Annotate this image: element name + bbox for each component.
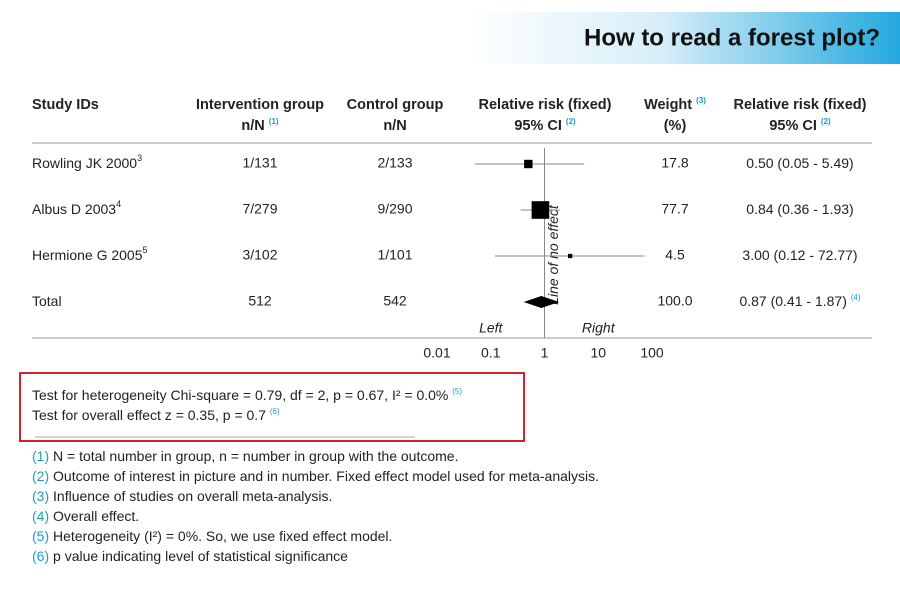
- column-subheader: (%): [664, 118, 687, 134]
- footnote-text: Overall effect.: [53, 508, 139, 524]
- footnote-text: p value indicating level of statistical …: [53, 548, 348, 564]
- relative-risk-ci: 0.50 (0.05 - 5.49): [746, 155, 853, 171]
- header-sub: 95% CI: [514, 118, 562, 134]
- study-id: Total: [32, 293, 62, 309]
- intervention-count: 1/131: [242, 155, 277, 171]
- rr-note: (4): [851, 293, 861, 302]
- control-count: 542: [383, 293, 407, 309]
- header-note: (2): [821, 117, 831, 126]
- intervention-count: 512: [248, 293, 272, 309]
- header-text: Intervention group: [196, 97, 324, 113]
- x-tick-label: 0.1: [481, 345, 501, 361]
- header-text: Weight: [644, 97, 692, 113]
- study-id: Rowling JK 20003: [32, 153, 142, 170]
- relative-risk-text: 0.50 (0.05 - 5.49): [746, 155, 853, 171]
- header-text: Relative risk (fixed): [479, 97, 612, 113]
- header-sub: 95% CI: [769, 118, 817, 134]
- study-name: Hermione G 2005: [32, 247, 143, 263]
- intervention-count: 3/102: [242, 247, 277, 263]
- weight-value: 17.8: [661, 155, 688, 171]
- column-subheader: n/N: [383, 118, 406, 134]
- header-text: Relative risk (fixed): [734, 97, 867, 113]
- footnote: (3) Influence of studies on overall meta…: [32, 488, 332, 504]
- header-text: Control group: [347, 97, 444, 113]
- study-ref: 5: [143, 245, 148, 255]
- control-count: 9/290: [377, 201, 412, 217]
- footnote: (2) Outcome of interest in picture and i…: [32, 468, 599, 484]
- footnote-marker: (1): [32, 448, 49, 464]
- relative-risk-text: 0.84 (0.36 - 1.93): [746, 201, 853, 217]
- right-label: Right: [582, 320, 616, 336]
- footnote-marker: (2): [32, 468, 49, 484]
- study-name: Total: [32, 293, 62, 309]
- footnote: (1) N = total number in group, n = numbe…: [32, 448, 458, 464]
- column-header: Weight (3): [644, 96, 706, 113]
- study-name: Albus D 2003: [32, 201, 116, 217]
- header-sub: n/N: [383, 118, 406, 134]
- test-text: Test for heterogeneity Chi-square = 0.79…: [32, 387, 448, 403]
- study-ref: 4: [116, 199, 121, 209]
- x-tick-label: 10: [590, 345, 606, 361]
- footnote-marker: (5): [32, 528, 49, 544]
- weight-value: 4.5: [665, 247, 685, 263]
- title: How to read a forest plot?: [584, 24, 880, 51]
- title-banner: [470, 12, 900, 64]
- study-name: Rowling JK 2000: [32, 155, 137, 171]
- header-sub: (%): [664, 118, 687, 134]
- test-note: (6): [270, 407, 280, 416]
- relative-risk-ci: 3.00 (0.12 - 72.77): [742, 247, 857, 263]
- header-note: (1): [269, 117, 279, 126]
- intervention-count: 7/279: [242, 201, 277, 217]
- control-count: 2/133: [377, 155, 412, 171]
- footnote-text: Outcome of interest in picture and in nu…: [53, 468, 599, 484]
- header-text: Study IDs: [32, 97, 99, 113]
- column-subheader: n/N (1): [241, 117, 279, 134]
- study-id: Hermione G 20055: [32, 245, 148, 262]
- column-subheader: 95% CI (2): [769, 117, 831, 134]
- header-sub: n/N: [241, 118, 264, 134]
- weight-value: 77.7: [661, 201, 688, 217]
- effect-square: [524, 159, 533, 169]
- footnote: (4) Overall effect.: [32, 508, 139, 524]
- footnote-marker: (3): [32, 488, 49, 504]
- relative-risk-text: 3.00 (0.12 - 72.77): [742, 247, 857, 263]
- column-header: Relative risk (fixed): [734, 97, 867, 113]
- test-line: Test for overall effect z = 0.35, p = 0.…: [32, 407, 280, 423]
- footnote-text: Influence of studies on overall meta-ana…: [53, 488, 332, 504]
- study-ref: 3: [137, 153, 142, 163]
- footnote: (6) p value indicating level of statisti…: [32, 548, 348, 564]
- x-tick-label: 100: [640, 345, 664, 361]
- x-tick-label: 1: [541, 345, 549, 361]
- test-text: Test for overall effect z = 0.35, p = 0.…: [32, 407, 266, 423]
- weight-value: 100.0: [657, 293, 692, 309]
- x-tick-label: 0.01: [423, 345, 450, 361]
- test-line: Test for heterogeneity Chi-square = 0.79…: [32, 387, 462, 403]
- test-box: [19, 372, 525, 442]
- column-header: Study IDs: [32, 97, 99, 113]
- column-header: Control group: [347, 97, 444, 113]
- left-label: Left: [479, 320, 503, 336]
- relative-risk-ci: 0.87 (0.41 - 1.87) (4): [739, 293, 860, 309]
- column-subheader: 95% CI (2): [514, 117, 576, 134]
- relative-risk-ci: 0.84 (0.36 - 1.93): [746, 201, 853, 217]
- reference-label: Line of no effect: [545, 204, 561, 305]
- relative-risk-text: 0.87 (0.41 - 1.87): [739, 293, 846, 309]
- summary-diamond: [523, 296, 560, 308]
- test-note: (5): [452, 387, 462, 396]
- header-note: (2): [566, 117, 576, 126]
- effect-square: [568, 253, 573, 259]
- effect-square: [531, 201, 550, 219]
- footnote-text: Heterogeneity (I²) = 0%. So, we use fixe…: [53, 528, 392, 544]
- column-header: Intervention group: [196, 97, 324, 113]
- footnote-marker: (4): [32, 508, 49, 524]
- footnote-text: N = total number in group, n = number in…: [53, 448, 458, 464]
- footnote-marker: (6): [32, 548, 49, 564]
- header-note: (3): [696, 96, 706, 105]
- control-count: 1/101: [377, 247, 412, 263]
- column-header: Relative risk (fixed): [479, 97, 612, 113]
- footnote: (5) Heterogeneity (I²) = 0%. So, we use …: [32, 528, 392, 544]
- study-id: Albus D 20034: [32, 199, 121, 216]
